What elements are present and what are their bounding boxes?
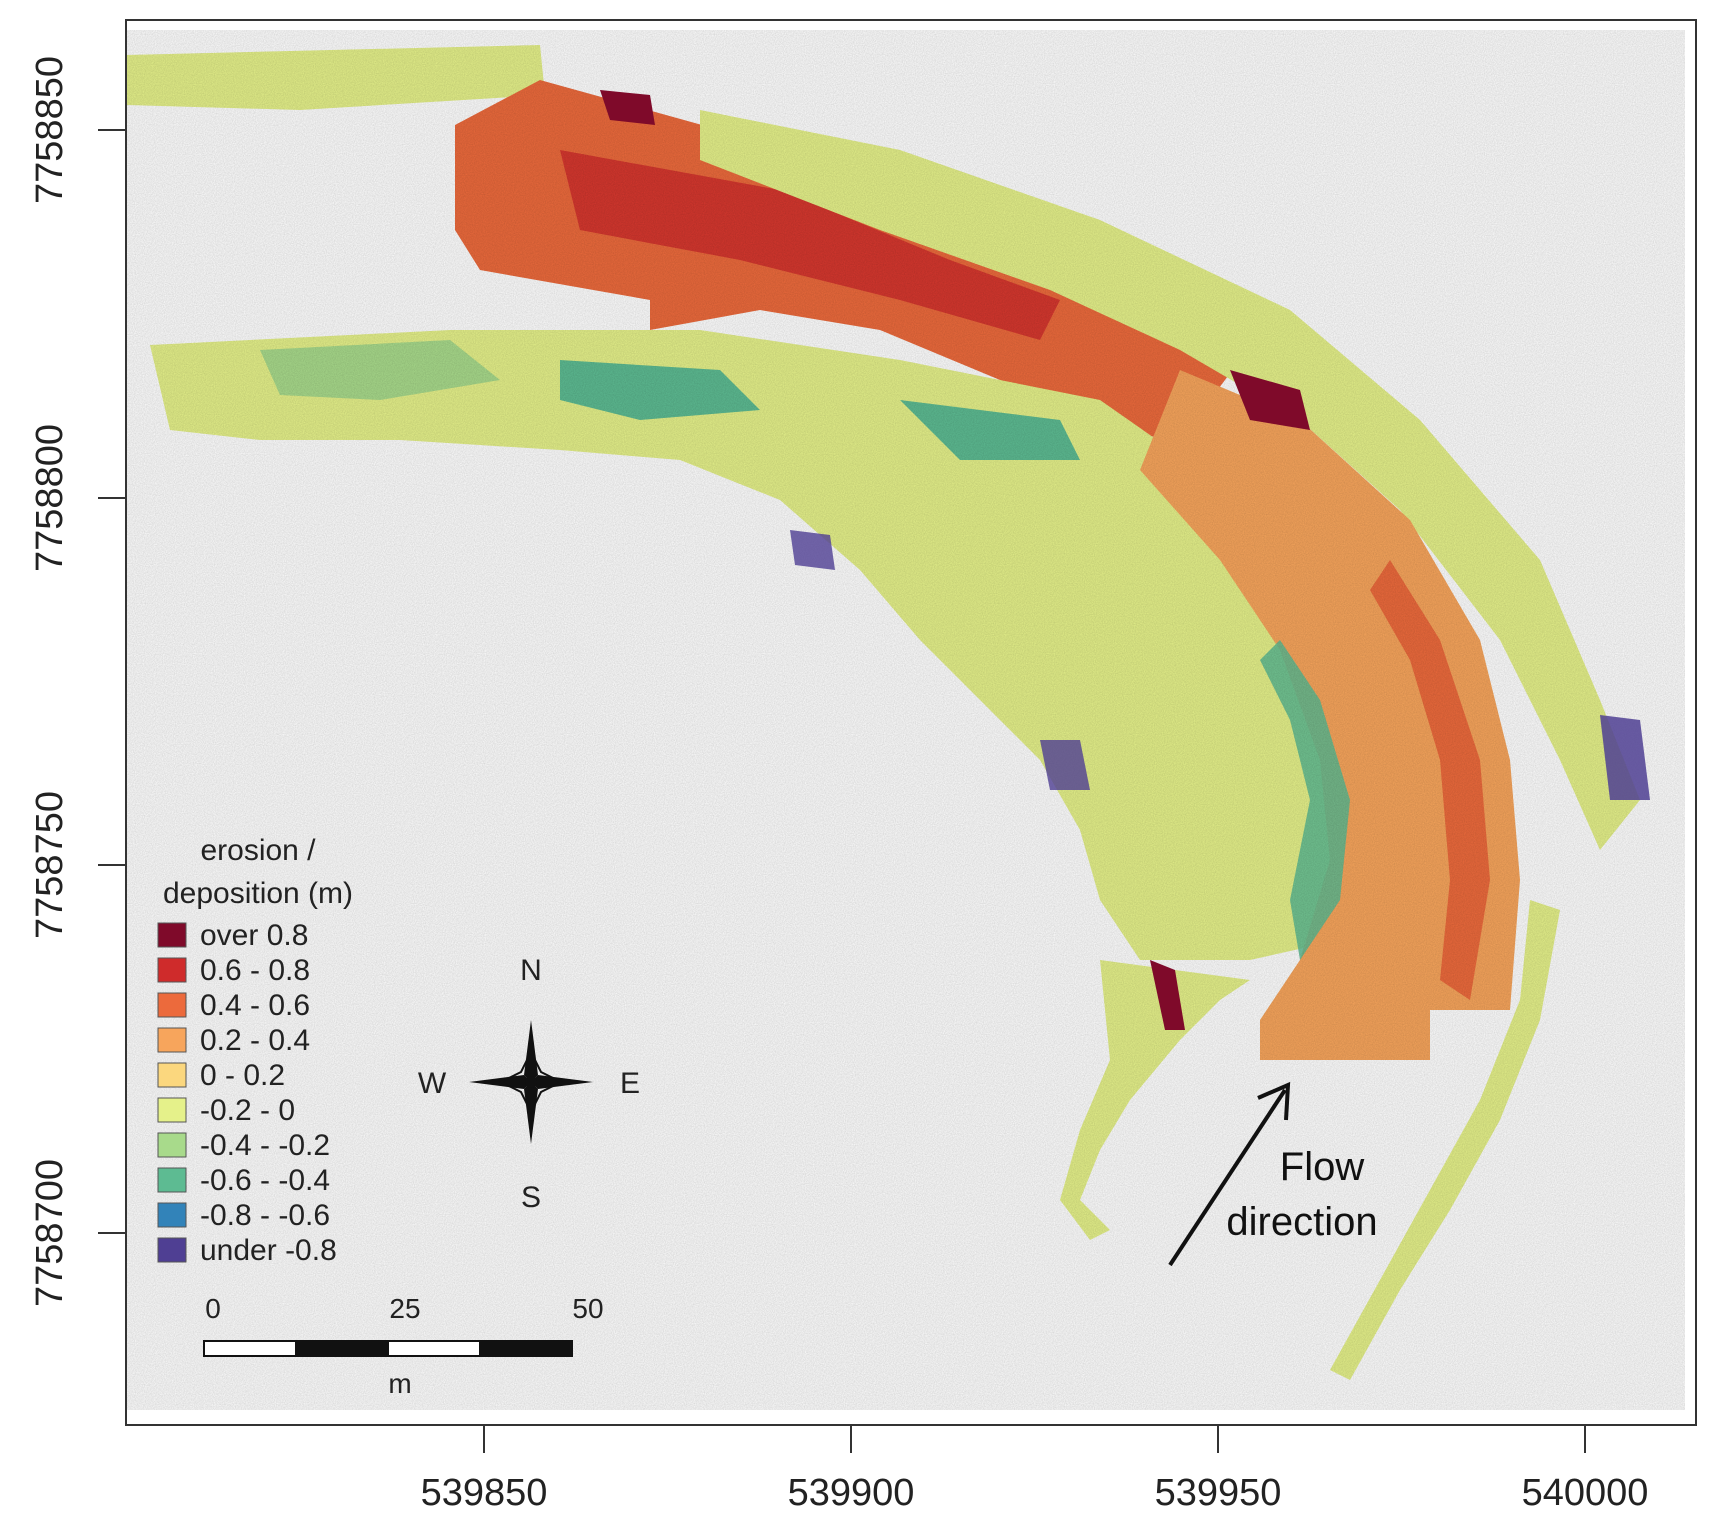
raster-dark-spot-3 <box>1230 370 1310 430</box>
y-axis: 7758850 7758800 7758750 7758700 <box>29 56 126 1307</box>
legend-swatch <box>157 1132 187 1158</box>
y-tick-label: 7758850 <box>29 56 71 204</box>
flow-arrowhead-icon <box>1257 1081 1291 1121</box>
legend-swatch <box>157 1097 187 1123</box>
legend-title-line2: deposition (m) <box>163 877 353 910</box>
raster-purple-1 <box>1600 715 1650 800</box>
legend: erosion / deposition (m) over 0.80.6 - 0… <box>157 834 353 1267</box>
x-tick-label: 540000 <box>1522 1472 1649 1514</box>
legend-label: 0 - 0.2 <box>200 1059 285 1092</box>
legend-label: 0.4 - 0.6 <box>200 989 310 1022</box>
compass-rose: N S W E <box>418 954 640 1214</box>
legend-label: -0.4 - -0.2 <box>200 1129 330 1162</box>
x-axis: 539850 539900 539950 540000 <box>421 1425 1649 1514</box>
legend-label: -0.6 - -0.4 <box>200 1164 330 1197</box>
flow-arrow-icon <box>1168 1088 1287 1267</box>
scale-bar: 0 25 50 m <box>203 1293 604 1399</box>
legend-swatch <box>157 922 187 948</box>
legend-title-line1: erosion / <box>200 834 316 867</box>
compass-east: E <box>620 1067 640 1100</box>
y-tick-label: 7758700 <box>29 1159 71 1307</box>
scale-label-25: 25 <box>389 1293 420 1324</box>
x-tick-label: 539850 <box>421 1472 548 1514</box>
legend-label: 0.2 - 0.4 <box>200 1024 310 1057</box>
legend-swatch <box>157 1027 187 1053</box>
compass-south: S <box>521 1181 541 1214</box>
y-tick-label: 7758800 <box>29 424 71 572</box>
legend-label: under -0.8 <box>200 1234 337 1267</box>
flow-direction-annotation: Flow direction <box>1168 1081 1378 1267</box>
compass-west: W <box>418 1067 447 1100</box>
scale-label-0: 0 <box>205 1293 221 1324</box>
scale-unit: m <box>388 1368 411 1399</box>
map-raster <box>125 30 1685 1410</box>
compass-north: N <box>520 954 542 987</box>
legend-label: -0.2 - 0 <box>200 1094 295 1127</box>
legend-items: over 0.80.6 - 0.80.4 - 0.60.2 - 0.40 - 0… <box>157 919 337 1267</box>
legend-swatch <box>157 1237 187 1263</box>
legend-label: -0.8 - -0.6 <box>200 1199 330 1232</box>
x-tick-label: 539950 <box>1155 1472 1282 1514</box>
legend-swatch <box>157 1167 187 1193</box>
plot-frame <box>125 19 1697 1426</box>
raster-purple-2 <box>1040 740 1090 790</box>
legend-swatch <box>157 1202 187 1228</box>
raster-purple-3 <box>790 530 835 570</box>
flow-label-line1: Flow <box>1280 1145 1365 1189</box>
legend-swatch <box>157 1062 187 1088</box>
legend-swatch <box>157 957 187 983</box>
raster-dark-spot-1 <box>1150 960 1185 1030</box>
x-tick-label: 539900 <box>788 1472 915 1514</box>
legend-swatch <box>157 992 187 1018</box>
compass-star-icon <box>469 1020 593 1144</box>
raster-dark-spot-2 <box>600 90 655 125</box>
legend-label: 0.6 - 0.8 <box>200 954 310 987</box>
flow-label-line2: direction <box>1226 1200 1377 1244</box>
y-tick-label: 7758750 <box>29 791 71 939</box>
legend-label: over 0.8 <box>200 919 308 952</box>
scale-label-50: 50 <box>572 1293 603 1324</box>
